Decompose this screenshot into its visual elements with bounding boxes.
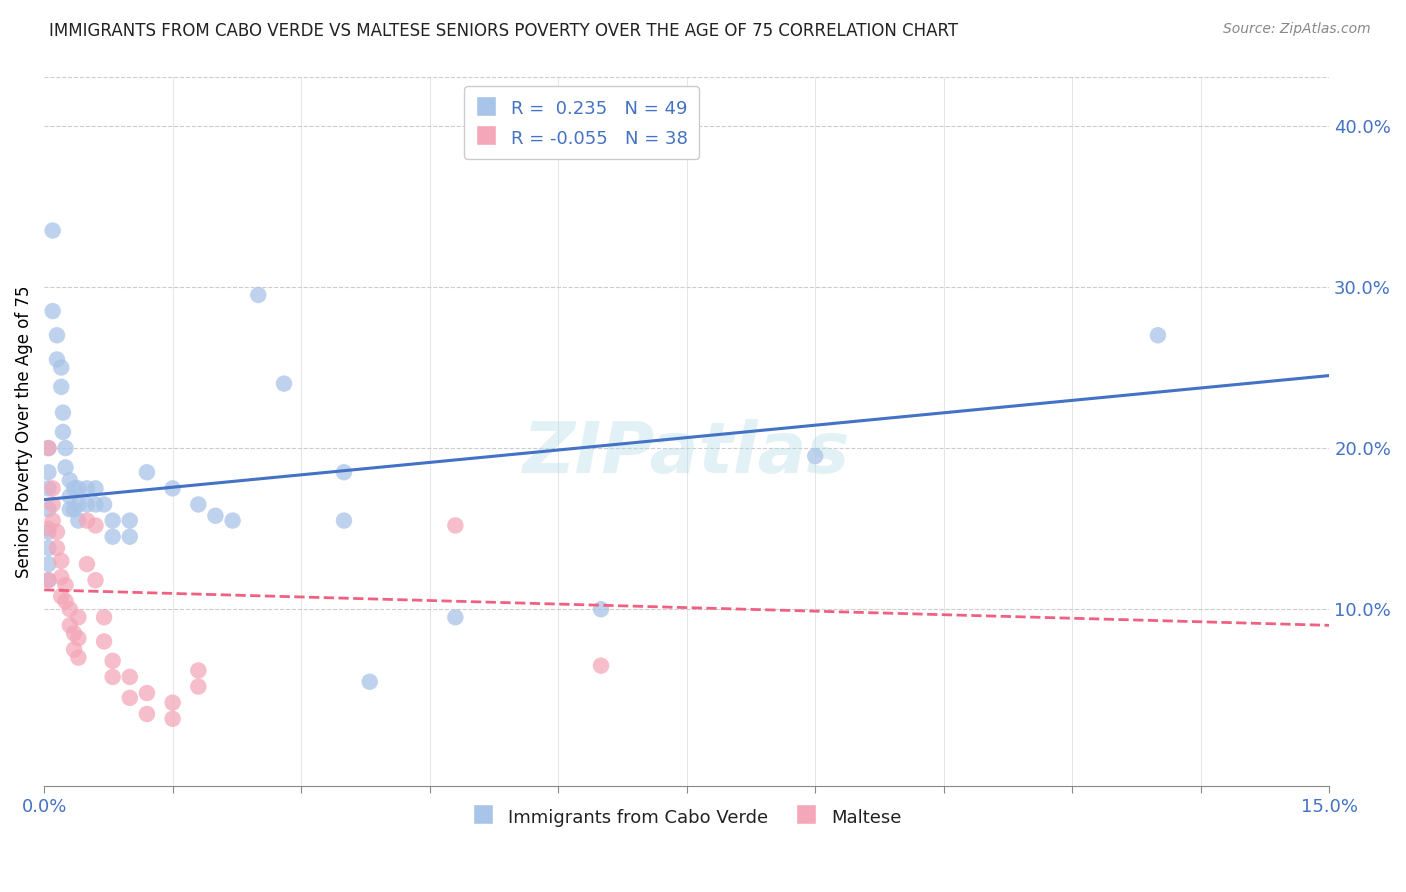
Point [59, 473, 82, 487]
Point [162, 481, 184, 495]
Point [204, 508, 226, 523]
Point [273, 376, 295, 391]
Point [63, 626, 86, 640]
Point [118, 690, 141, 705]
Point [333, 514, 356, 528]
Point [46, 524, 69, 539]
Point [37, 524, 59, 539]
Text: Source: ZipAtlas.com: Source: ZipAtlas.com [1223, 22, 1371, 37]
Point [51, 380, 73, 394]
Point [84, 518, 107, 533]
Point [67, 481, 90, 495]
Point [37, 541, 59, 555]
Point [187, 680, 209, 694]
Point [118, 514, 141, 528]
Point [84, 481, 107, 495]
Point [135, 706, 157, 721]
Point [444, 518, 467, 533]
Point [221, 514, 243, 528]
Point [84, 498, 107, 512]
Point [46, 328, 69, 343]
Point [67, 498, 90, 512]
Point [37, 441, 59, 455]
Point [101, 654, 124, 668]
Point [51, 554, 73, 568]
Point [589, 658, 612, 673]
Point [37, 522, 59, 536]
Point [333, 465, 356, 479]
Point [51, 570, 73, 584]
Point [55, 460, 77, 475]
Point [101, 530, 124, 544]
Point [37, 465, 59, 479]
Point [59, 602, 82, 616]
Point [51, 360, 73, 375]
Point [162, 696, 184, 710]
Point [59, 490, 82, 504]
Y-axis label: Seniors Poverty Over the Age of 75: Seniors Poverty Over the Age of 75 [15, 285, 32, 578]
Legend: Immigrants from Cabo Verde, Maltese: Immigrants from Cabo Verde, Maltese [464, 799, 908, 834]
Point [804, 449, 827, 463]
Point [67, 514, 90, 528]
Point [51, 590, 73, 604]
Point [41, 498, 63, 512]
Point [37, 502, 59, 516]
Point [589, 602, 612, 616]
Point [46, 541, 69, 555]
Point [55, 594, 77, 608]
Point [67, 610, 90, 624]
Point [67, 650, 90, 665]
Point [37, 557, 59, 571]
Point [118, 670, 141, 684]
Text: ZIPatlas: ZIPatlas [523, 418, 851, 488]
Point [59, 618, 82, 632]
Point [135, 465, 157, 479]
Point [247, 288, 270, 302]
Point [41, 223, 63, 237]
Point [135, 686, 157, 700]
Point [41, 514, 63, 528]
Point [76, 498, 98, 512]
Point [1147, 328, 1170, 343]
Point [46, 352, 69, 367]
Point [76, 481, 98, 495]
Point [444, 610, 467, 624]
Point [67, 632, 90, 646]
Point [84, 573, 107, 587]
Point [63, 642, 86, 657]
Point [41, 481, 63, 495]
Point [101, 670, 124, 684]
Point [52, 425, 75, 439]
Point [41, 304, 63, 318]
Point [52, 406, 75, 420]
Point [187, 498, 209, 512]
Point [76, 514, 98, 528]
Point [37, 573, 59, 587]
Point [63, 481, 86, 495]
Point [101, 514, 124, 528]
Point [76, 557, 98, 571]
Text: IMMIGRANTS FROM CABO VERDE VS MALTESE SENIORS POVERTY OVER THE AGE OF 75 CORRELA: IMMIGRANTS FROM CABO VERDE VS MALTESE SE… [49, 22, 959, 40]
Point [118, 530, 141, 544]
Point [37, 441, 59, 455]
Point [55, 578, 77, 592]
Point [162, 712, 184, 726]
Point [55, 441, 77, 455]
Point [93, 610, 115, 624]
Point [63, 502, 86, 516]
Point [187, 664, 209, 678]
Point [37, 573, 59, 587]
Point [37, 481, 59, 495]
Point [59, 502, 82, 516]
Point [93, 634, 115, 648]
Point [359, 674, 381, 689]
Point [93, 498, 115, 512]
